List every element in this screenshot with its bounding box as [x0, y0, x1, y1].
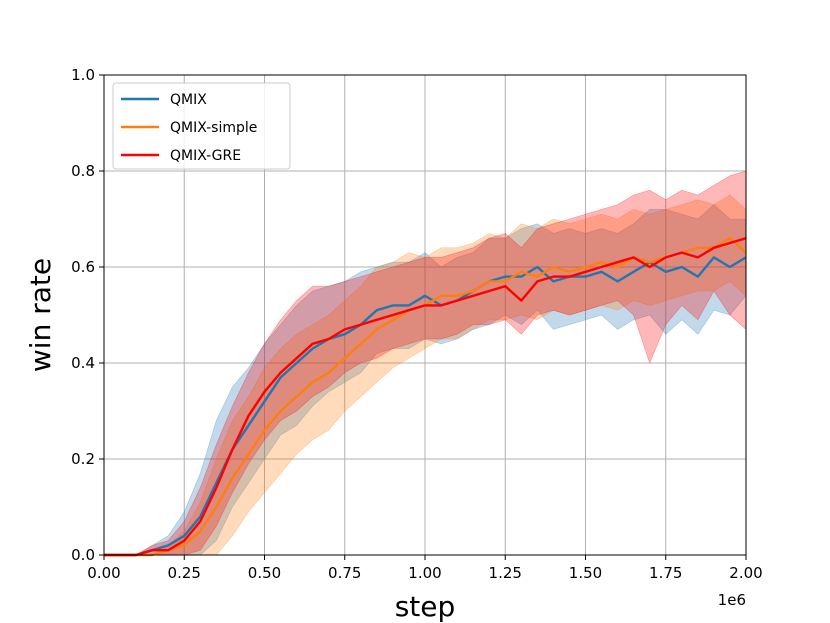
x-axis-label: step [395, 590, 456, 623]
grid [103, 74, 747, 556]
x-tick-label: 0.25 [168, 564, 201, 582]
y-tick-label: 0.4 [71, 354, 95, 372]
x-tick-label: 0.50 [248, 564, 281, 582]
x-tick-label: 1.00 [408, 564, 441, 582]
line-qmix-gre [104, 237, 747, 557]
legend-label: QMIX-simple [170, 120, 257, 136]
series-lines [104, 236, 747, 557]
y-tick-label: 0.6 [71, 258, 95, 276]
y-tick-label: 0.2 [71, 450, 95, 468]
y-tick-label: 0.8 [71, 162, 95, 180]
x-axis-exponent-label: 1e6 [718, 591, 746, 609]
y-tick-label: 1.0 [71, 66, 95, 84]
line-qmix [104, 256, 747, 557]
x-tick-label: 2.00 [729, 564, 762, 582]
x-tick-label: 0.75 [328, 564, 361, 582]
legend: QMIX QMIX-simple QMIX-GRE [112, 82, 291, 170]
x-axis-ticks: 0.00 0.25 0.50 0.75 1.00 1.25 1.50 1.75 2.00 [87, 555, 763, 582]
x-tick-label: 1.75 [649, 564, 682, 582]
y-axis-ticks: 0.0 0.2 0.4 0.6 0.8 1.0 [71, 66, 104, 564]
legend-box [112, 82, 291, 170]
legend-label: QMIX-GRE [170, 148, 241, 164]
x-tick-label: 1.50 [569, 564, 602, 582]
x-tick-label: 1.25 [489, 564, 522, 582]
y-tick-label: 0.0 [71, 546, 95, 564]
y-axis-label: win rate [24, 258, 57, 372]
legend-label: QMIX [170, 92, 207, 108]
x-tick-label: 0.00 [87, 564, 120, 582]
